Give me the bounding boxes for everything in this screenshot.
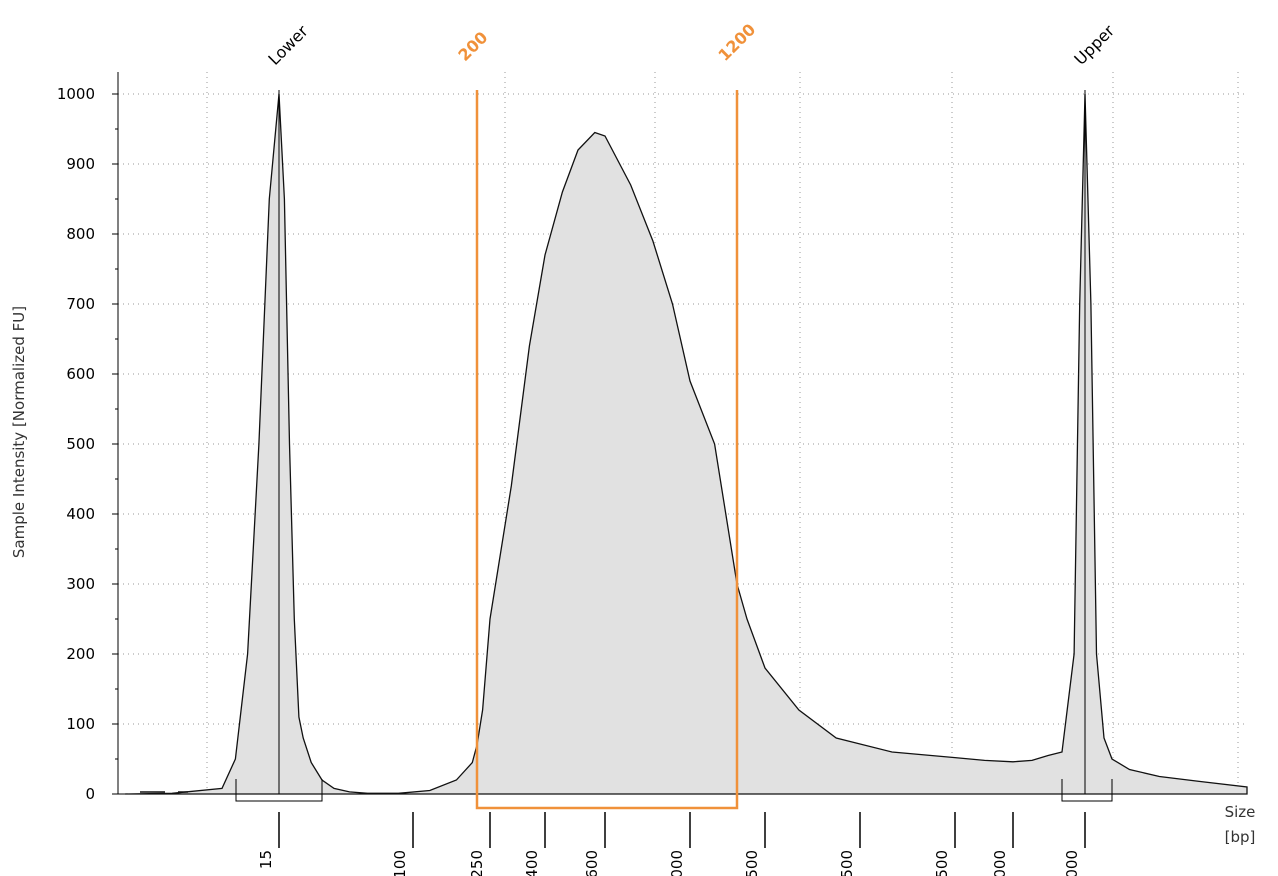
region-end-label: 1200 — [714, 20, 759, 65]
x-tick-label: 250 — [468, 850, 486, 876]
sample-trace-area — [124, 93, 1248, 795]
y-tick-label: 700 — [66, 295, 95, 313]
marker-label-upper: Upper — [1070, 21, 1118, 69]
x-tick-label: 1000 — [668, 850, 686, 876]
y-tick-label: 900 — [66, 155, 95, 173]
x-tick-label: 2500 — [838, 850, 856, 876]
y-tick-label: 500 — [66, 435, 95, 453]
x-tick-label: 600 — [583, 850, 601, 876]
y-tick-label: 0 — [85, 785, 95, 803]
peak-bracket-upper — [1061, 779, 1113, 802]
y-tick-label: 300 — [66, 575, 95, 593]
x-tick-label: 3500 — [933, 850, 951, 876]
region-start-label: 200 — [454, 28, 491, 65]
x-tick-label: 400 — [523, 850, 541, 876]
x-tick-label: 5000 — [991, 850, 1009, 876]
marker-label-lower: Lower — [264, 21, 312, 69]
y-tick-label: 100 — [66, 715, 95, 733]
x-axis-title: Size — [1225, 803, 1256, 821]
region-bracket[interactable] — [475, 90, 739, 810]
y-tick-label: 400 — [66, 505, 95, 523]
y-axis-title: Sample Intensity [Normalized FU] — [10, 306, 28, 558]
y-tick-label: 200 — [66, 645, 95, 663]
y-tick-label: 1000 — [57, 85, 95, 103]
x-tick-label: 15 — [257, 850, 275, 869]
x-tick-label: 10000 — [1063, 850, 1081, 876]
peak-bracket-lower — [235, 779, 323, 802]
y-tick-label: 600 — [66, 365, 95, 383]
x-tick-label: 100 — [391, 850, 409, 876]
x-axis-unit: [bp] — [1225, 828, 1256, 846]
y-tick-label: 800 — [66, 225, 95, 243]
x-tick-label: 1500 — [743, 850, 761, 876]
